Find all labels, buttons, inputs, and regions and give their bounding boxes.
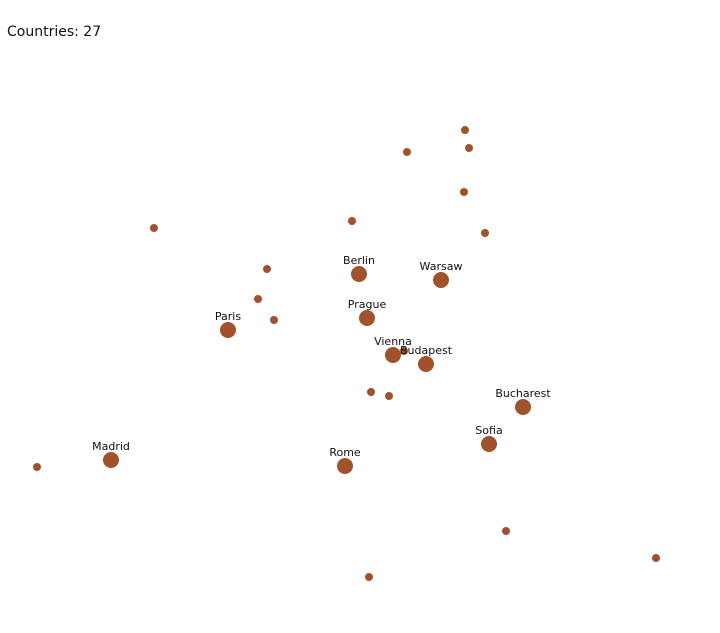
capital-marker-madrid[interactable]	[103, 452, 119, 468]
country-count: Countries: 27	[7, 24, 102, 40]
capital-marker-bucharest[interactable]	[515, 399, 531, 415]
minor-point[interactable]	[367, 388, 375, 396]
capital-marker-paris[interactable]	[220, 322, 236, 338]
minor-point[interactable]	[502, 527, 510, 535]
capital-label-warsaw: Warsaw	[420, 260, 463, 273]
minor-point[interactable]	[348, 217, 356, 225]
capital-marker-prague[interactable]	[359, 310, 375, 326]
minor-point[interactable]	[652, 554, 660, 562]
minor-point[interactable]	[270, 316, 278, 324]
minor-point[interactable]	[365, 573, 373, 581]
capital-label-sofia: Sofia	[475, 424, 502, 437]
capital-label-prague: Prague	[348, 298, 387, 311]
capital-marker-budapest[interactable]	[418, 356, 434, 372]
minor-point[interactable]	[481, 229, 489, 237]
minor-point[interactable]	[400, 347, 408, 355]
minor-point[interactable]	[263, 265, 271, 273]
capital-label-rome: Rome	[329, 446, 361, 459]
capital-marker-warsaw[interactable]	[433, 272, 449, 288]
capital-label-berlin: Berlin	[343, 254, 375, 267]
capital-labels: Berlin Warsaw Prague Paris Vienna Budape…	[92, 254, 551, 459]
minor-points	[33, 126, 660, 581]
capital-label-vienna: Vienna	[374, 335, 412, 348]
capital-label-bucharest: Bucharest	[495, 387, 551, 400]
capital-markers	[103, 266, 531, 474]
minor-point[interactable]	[254, 295, 262, 303]
minor-point[interactable]	[403, 148, 411, 156]
capital-label-paris: Paris	[215, 310, 241, 323]
capital-label-budapest: Budapest	[400, 344, 453, 357]
minor-point[interactable]	[461, 126, 469, 134]
capital-marker-sofia[interactable]	[481, 436, 497, 452]
minor-point[interactable]	[33, 463, 41, 471]
minor-point[interactable]	[150, 224, 158, 232]
capital-marker-rome[interactable]	[337, 458, 353, 474]
capital-label-madrid: Madrid	[92, 440, 130, 453]
capital-marker-berlin[interactable]	[351, 266, 367, 282]
minor-point[interactable]	[465, 144, 473, 152]
minor-point[interactable]	[460, 188, 468, 196]
capital-marker-vienna[interactable]	[385, 347, 401, 363]
minor-point[interactable]	[385, 392, 393, 400]
